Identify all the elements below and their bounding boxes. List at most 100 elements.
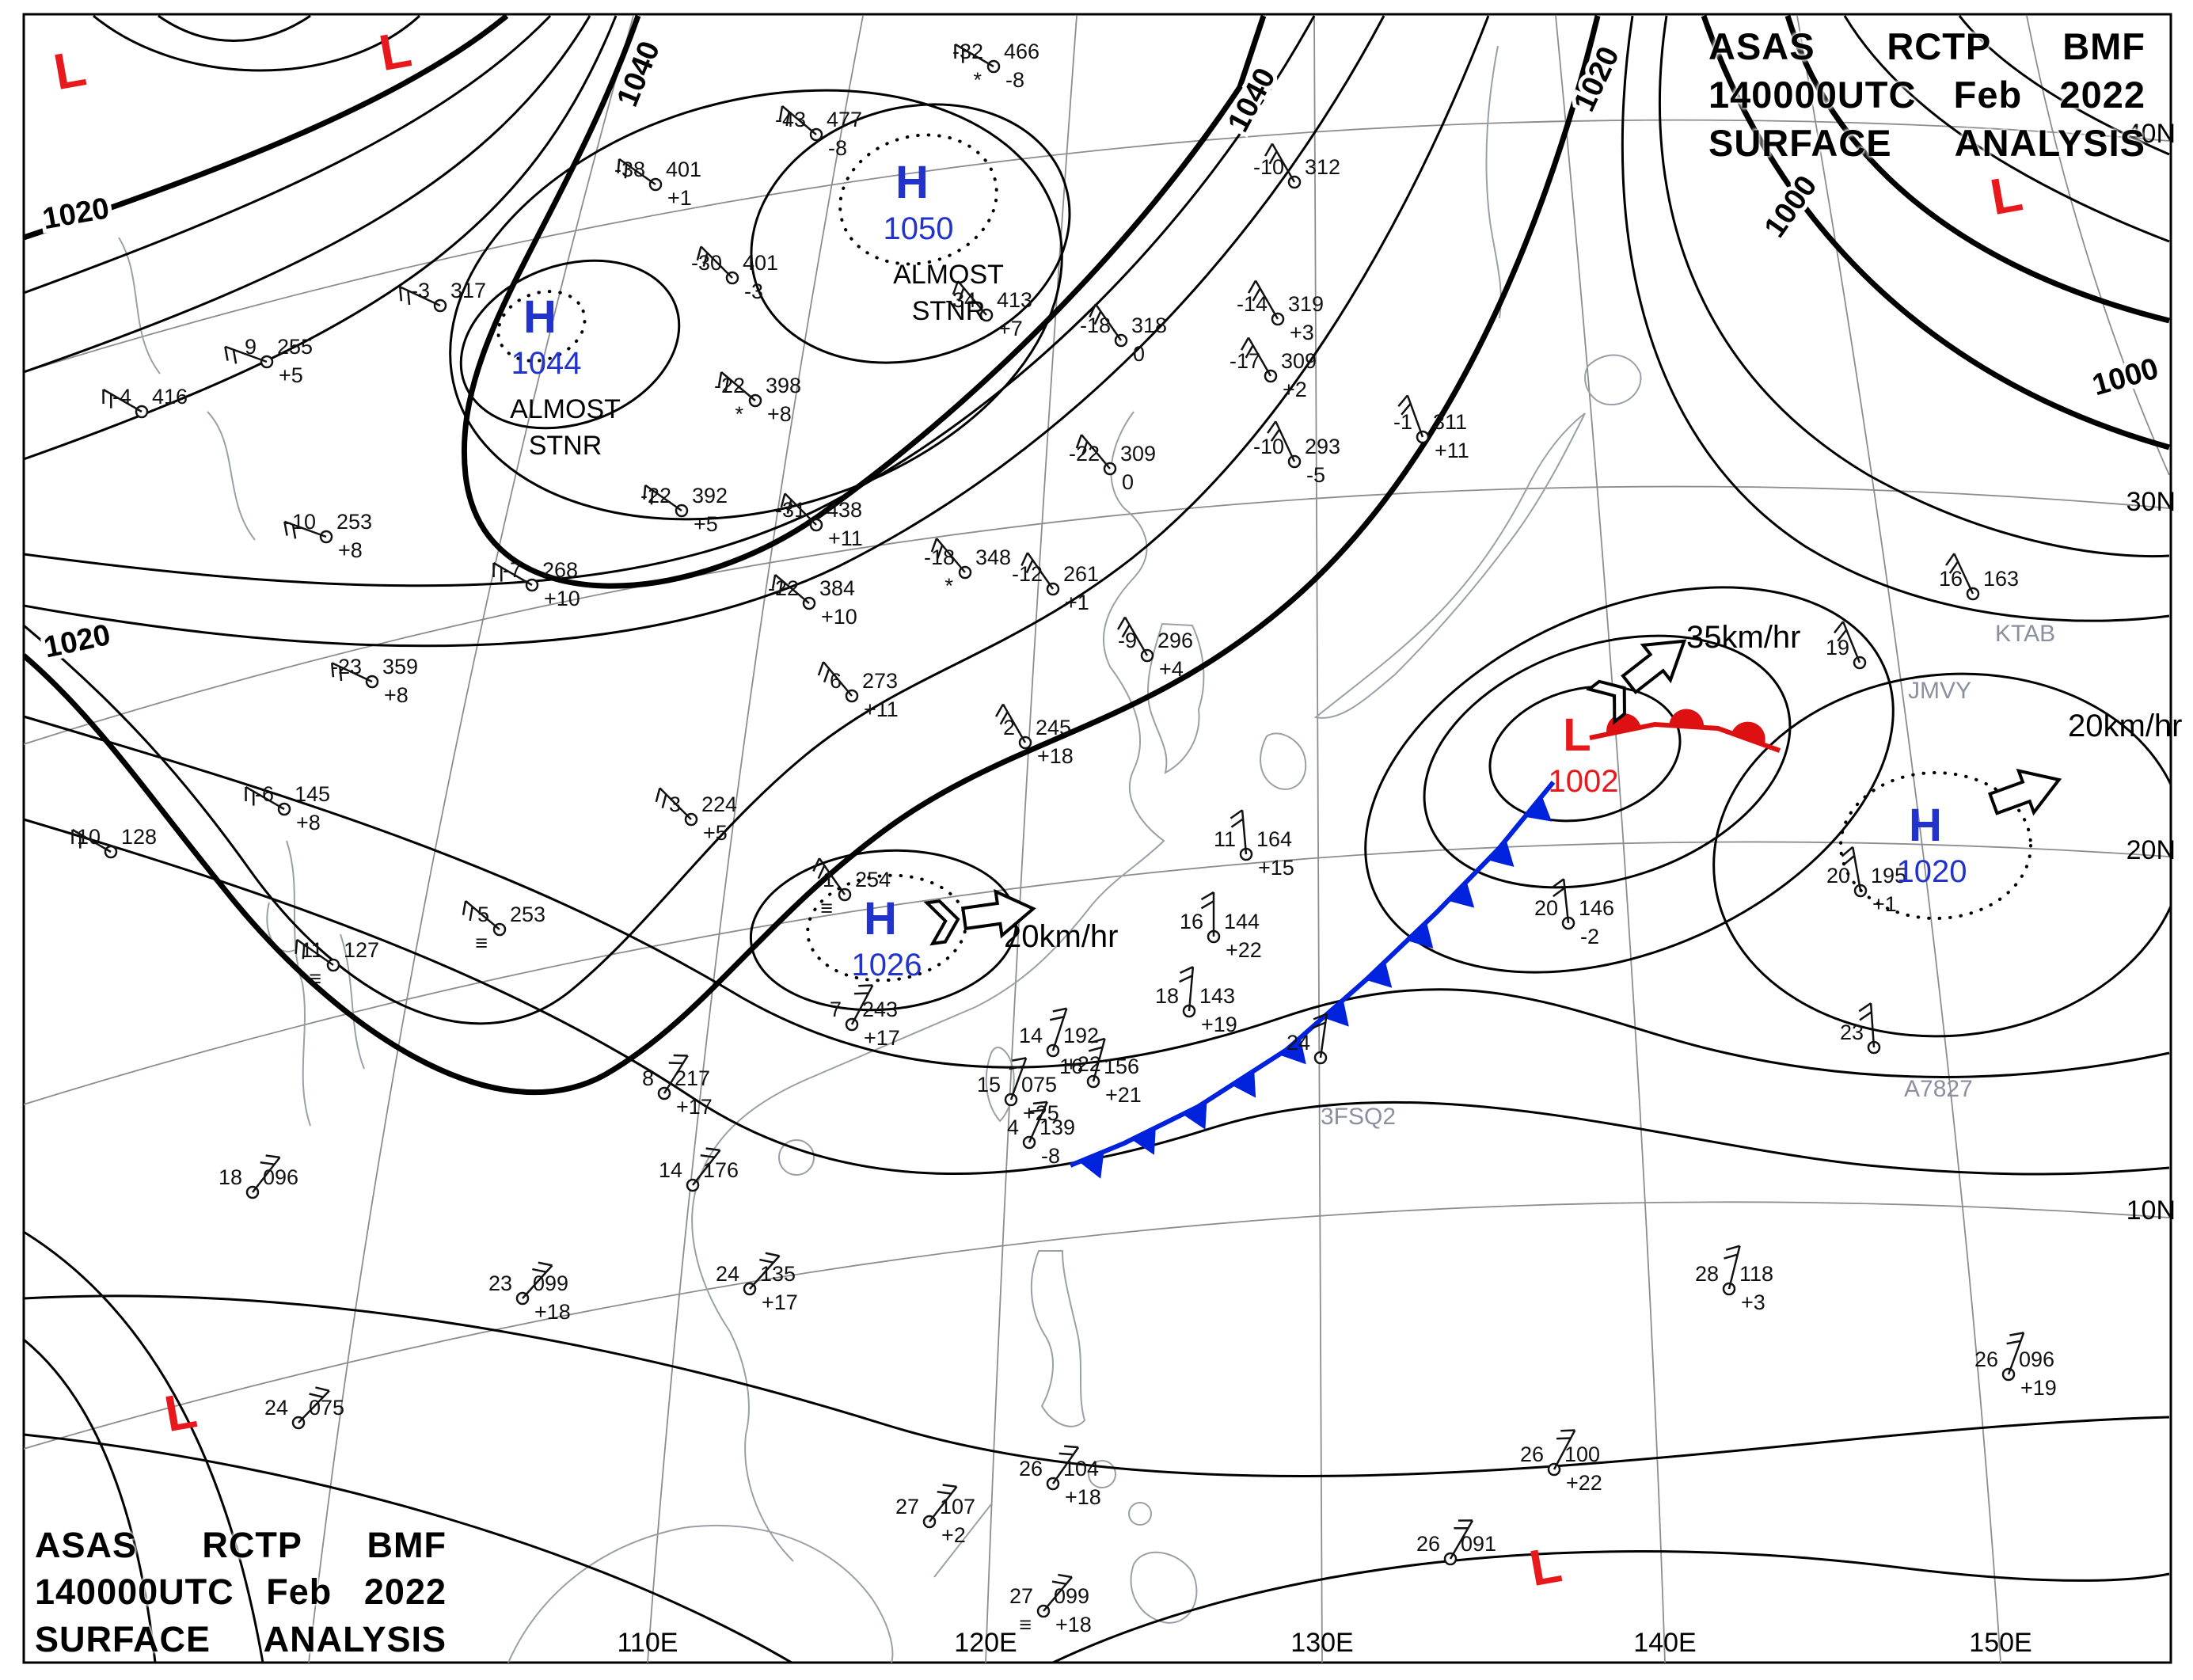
latitude-label: 40N xyxy=(2126,119,2176,149)
chart-source: ASAS RCTP BMF xyxy=(1708,25,2145,67)
station-temp: 20 xyxy=(1826,864,1850,888)
station-pressure: 254 xyxy=(855,868,891,891)
station-plot: -22 309 0 xyxy=(1069,434,1156,494)
chart-datetime: 140000UTC Feb 2022 xyxy=(35,1572,447,1613)
station-tendency: -8 xyxy=(1041,1144,1060,1168)
station-temp: 20 xyxy=(1534,896,1558,920)
station-pressure: 144 xyxy=(1224,910,1260,933)
wind-barb xyxy=(929,1484,958,1522)
station-pressure: 075 xyxy=(309,1396,344,1420)
pressure-value: 1044 xyxy=(511,346,582,381)
station-tendency: +8 xyxy=(384,683,409,707)
wind-barb xyxy=(1264,143,1296,183)
station-pressure: 143 xyxy=(1199,984,1235,1008)
station-plot: 28 118 +3 xyxy=(1695,1245,1773,1314)
station-tendency: -5 xyxy=(1306,463,1325,487)
wind-barb xyxy=(1088,1037,1106,1082)
station-tendency: +8 xyxy=(767,402,792,426)
station-plot: -22 392+5 xyxy=(640,484,728,536)
pressure-symbol: H xyxy=(895,157,929,208)
stationary-dotted-ring xyxy=(496,290,587,363)
station-plot: 20 195 +1 xyxy=(1826,846,1906,916)
wind-barb xyxy=(1020,552,1055,590)
station-pressure: 293 xyxy=(1305,435,1340,458)
movement-arrows: 35km/hr 20km/hr 20km/hr xyxy=(923,620,2183,954)
station-plot: 26 104+18 xyxy=(1019,1445,1101,1509)
station-temp: 18 xyxy=(1155,984,1179,1008)
station-pressure: 192 xyxy=(1063,1024,1099,1047)
station-temp: -10 xyxy=(1253,435,1284,458)
wind-barb xyxy=(462,900,500,930)
station-plot: 14 176 xyxy=(659,1147,739,1192)
station-pressure: 359 xyxy=(382,655,418,678)
chart-type: SURFACE ANALYSIS xyxy=(1708,122,2145,165)
station-plot: 2 245 +18 xyxy=(995,703,1074,768)
station-pressure: 145 xyxy=(295,782,330,806)
wind-barb xyxy=(1075,434,1111,469)
station-tendency: -3 xyxy=(744,279,763,303)
station-plot: -43 477-8 xyxy=(775,105,862,160)
wind-barb xyxy=(780,492,817,526)
station-pressure: 253 xyxy=(510,903,545,926)
station-plot: 11127≡ xyxy=(295,938,379,990)
station-tendency: +22 xyxy=(1226,938,1262,962)
stationary-dotted-ring xyxy=(1839,771,2032,920)
station-plot: -4 416 xyxy=(102,385,188,419)
wind-barb xyxy=(663,1054,689,1094)
latitude-label: 10N xyxy=(2126,1195,2176,1226)
station-pressure: 096 xyxy=(2019,1347,2054,1371)
wind-barb xyxy=(1028,1100,1048,1143)
wind-barb xyxy=(1089,303,1123,341)
station-pressure: 146 xyxy=(1579,896,1614,920)
station-tendency: +8 xyxy=(338,538,363,562)
wind-barb xyxy=(778,105,817,135)
station-tendency: +18 xyxy=(1037,744,1074,768)
station-tendency: +1 xyxy=(1065,591,1089,614)
station-plot: -32466-8* xyxy=(952,40,1039,92)
wind-barb xyxy=(930,538,966,573)
station-pressure: 416 xyxy=(152,385,188,409)
station-tendency: +5 xyxy=(694,512,718,536)
station-pressure: 317 xyxy=(450,279,486,302)
title-block-top-right: ASAS RCTP BMF 140000UTC Feb 2022 SURFACE… xyxy=(1708,22,2145,167)
wind-barb xyxy=(643,484,682,512)
latitude-label: 30N xyxy=(2126,487,2176,517)
movement-arrow-icon xyxy=(1987,768,2062,816)
movement-arrow-group: 20km/hr xyxy=(923,888,1119,954)
station-pressure: 096 xyxy=(263,1165,298,1189)
station-tendency: +25 xyxy=(1023,1101,1059,1125)
station-temp: 14 xyxy=(1019,1024,1043,1047)
station-plot: 18 096 xyxy=(219,1154,298,1199)
station-plot: 4 139 -8 xyxy=(1007,1100,1075,1168)
station-temp: 11 xyxy=(1214,827,1236,851)
station-pressure: 091 xyxy=(1461,1532,1496,1556)
station-pressure: 075 xyxy=(1021,1073,1057,1097)
station-pressure: 128 xyxy=(121,825,157,849)
station-plot: -9 296+4 xyxy=(1117,616,1193,681)
station-temp: 24 xyxy=(264,1396,288,1420)
station-pressure: 224 xyxy=(701,792,737,816)
station-plot: 27 099 +18 ≡ xyxy=(1009,1573,1092,1636)
wind-barb xyxy=(1858,1002,1876,1048)
station-tendency: +1 xyxy=(667,186,692,210)
station-pressure: 127 xyxy=(344,938,379,962)
station-pressure: 099 xyxy=(1054,1584,1089,1608)
station-plot: -23 359+8 xyxy=(331,655,418,707)
station-temp: 26 xyxy=(1019,1457,1043,1480)
wind-barb xyxy=(696,245,733,279)
wind-barb xyxy=(298,1386,330,1423)
station-plot: 24 075 xyxy=(264,1386,344,1430)
station-temp: 6 xyxy=(830,669,842,693)
station-weather-symbol: * xyxy=(973,68,982,92)
station-plot: 26 100 +22 xyxy=(1520,1429,1602,1495)
station-pressure: 245 xyxy=(1036,716,1071,739)
station-tendency: +18 xyxy=(534,1300,571,1324)
wind-barb xyxy=(252,1154,281,1193)
chart-source: ASAS RCTP BMF xyxy=(35,1525,447,1565)
latitude-label: 20N xyxy=(2126,835,2176,865)
station-plot: -38 401+1 xyxy=(614,158,701,210)
station-plot: 24 135 +17 xyxy=(716,1252,798,1314)
wind-barb xyxy=(952,280,987,316)
